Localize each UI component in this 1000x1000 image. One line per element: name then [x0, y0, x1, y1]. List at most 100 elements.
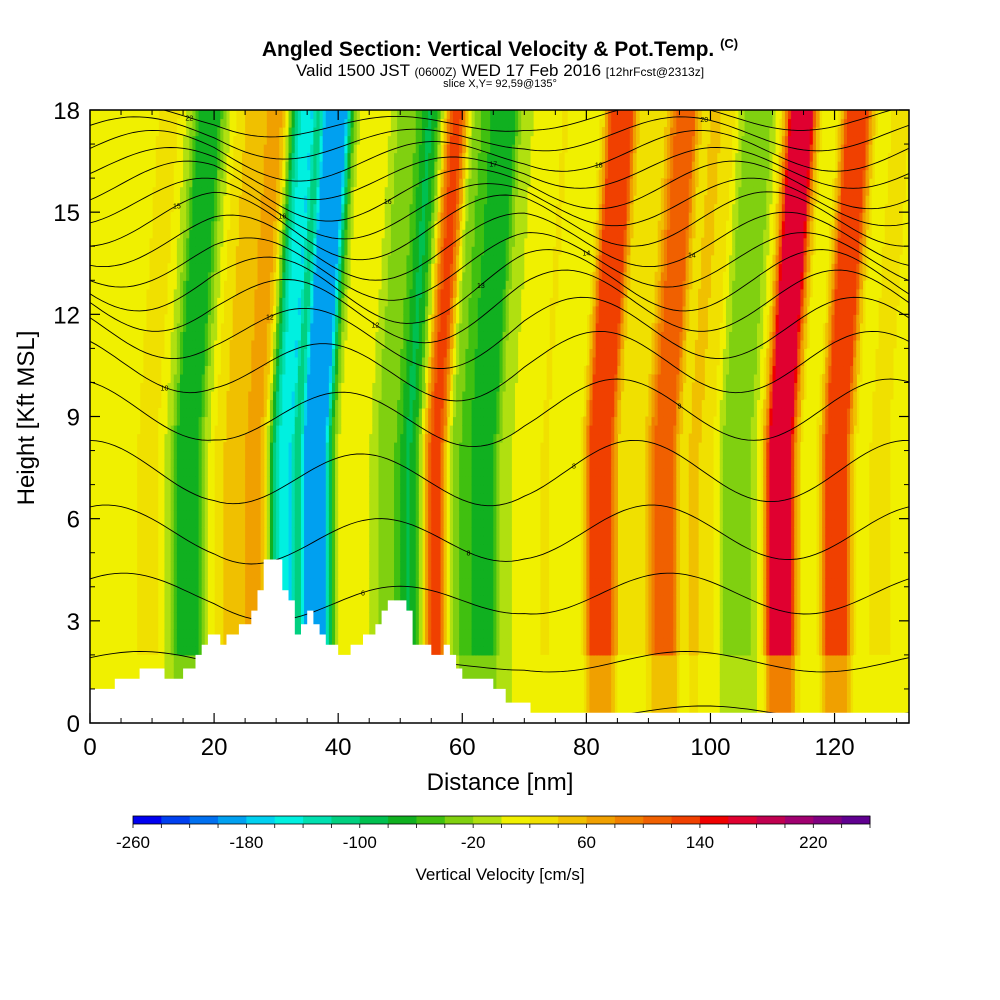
velocity-cell	[248, 331, 252, 341]
velocity-cell	[214, 203, 218, 213]
velocity-cell	[201, 271, 206, 281]
velocity-cell	[257, 246, 262, 256]
velocity-cell	[148, 169, 153, 179]
velocity-cell	[167, 442, 172, 452]
velocity-cell	[198, 322, 203, 332]
velocity-cell	[105, 271, 110, 281]
velocity-cell	[220, 280, 224, 290]
velocity-cell	[145, 178, 150, 188]
velocity-cell	[257, 433, 262, 443]
velocity-cell	[117, 484, 122, 494]
velocity-cell	[257, 476, 262, 486]
velocity-cell	[102, 314, 107, 324]
velocity-cell	[179, 331, 184, 341]
velocity-cell	[201, 135, 206, 145]
velocity-cell	[248, 595, 252, 605]
velocity-cell	[288, 407, 293, 418]
velocity-cell	[127, 646, 131, 656]
velocity-cell	[161, 356, 166, 367]
velocity-cell	[176, 654, 181, 665]
velocity-cell	[105, 416, 110, 426]
velocity-cell	[288, 271, 293, 281]
velocity-cell	[269, 373, 274, 384]
velocity-cell	[111, 135, 116, 145]
velocity-cell	[210, 399, 215, 409]
velocity-cell	[254, 390, 259, 401]
velocity-cell	[130, 263, 135, 273]
velocity-cell	[183, 561, 187, 571]
velocity-cell	[210, 518, 215, 528]
velocity-cell	[291, 263, 296, 273]
velocity-cell	[210, 229, 215, 239]
velocity-cell	[179, 425, 184, 435]
velocity-cell	[251, 586, 256, 596]
velocity-cell	[136, 186, 141, 196]
velocity-cell	[124, 671, 128, 682]
velocity-cell	[266, 254, 271, 264]
velocity-cell	[114, 144, 119, 154]
velocity-cell	[251, 407, 256, 418]
velocity-cell	[176, 382, 181, 392]
velocity-cell	[288, 373, 293, 384]
velocity-cell	[276, 544, 280, 554]
velocity-cell	[90, 382, 94, 392]
velocity-cell	[248, 161, 252, 171]
velocity-cell	[130, 654, 135, 665]
velocity-cell	[105, 356, 110, 367]
velocity-cell	[229, 382, 234, 392]
velocity-cell	[170, 459, 175, 469]
velocity-cell	[232, 390, 237, 401]
velocity-cell	[99, 144, 104, 154]
velocity-cell	[263, 280, 268, 290]
velocity-cell	[251, 595, 256, 605]
velocity-cell	[117, 297, 122, 307]
velocity-cell	[117, 561, 122, 571]
velocity-cell	[124, 178, 128, 188]
velocity-cell	[105, 450, 110, 460]
velocity-cell	[96, 314, 100, 324]
velocity-cell	[207, 127, 212, 137]
velocity-cell	[291, 331, 296, 341]
velocity-cell	[121, 237, 125, 247]
velocity-cell	[192, 561, 197, 571]
velocity-cell	[176, 314, 181, 324]
velocity-cell	[99, 552, 104, 562]
velocity-cell	[90, 186, 94, 196]
velocity-cell	[282, 297, 287, 307]
velocity-cell	[127, 484, 131, 494]
velocity-cell	[96, 654, 100, 665]
velocity-cell	[90, 161, 94, 171]
velocity-cell	[130, 203, 135, 213]
velocity-cell	[210, 254, 215, 264]
velocity-cell	[170, 339, 175, 349]
velocity-cell	[279, 220, 283, 230]
velocity-cell	[117, 425, 122, 435]
velocity-cell	[93, 212, 97, 222]
velocity-cell	[269, 169, 274, 179]
velocity-cell	[102, 254, 107, 264]
velocity-cell	[251, 433, 256, 443]
velocity-cell	[192, 271, 197, 281]
velocity-cell	[133, 637, 138, 647]
velocity-cell	[291, 203, 296, 213]
velocity-cell	[276, 382, 280, 392]
velocity-cell	[117, 348, 122, 358]
velocity-cell	[220, 152, 224, 162]
velocity-cell	[148, 110, 153, 120]
velocity-cell	[127, 586, 131, 596]
velocity-cell	[201, 263, 206, 273]
velocity-cell	[167, 433, 172, 443]
velocity-cell	[148, 127, 153, 137]
velocity-cell	[279, 288, 283, 298]
velocity-cell	[198, 399, 203, 409]
velocity-cell	[238, 407, 243, 418]
velocity-cell	[214, 356, 218, 367]
velocity-cell	[291, 518, 296, 528]
velocity-cell	[102, 178, 107, 188]
velocity-cell	[176, 493, 181, 503]
velocity-cell	[117, 169, 122, 179]
velocity-cell	[111, 493, 116, 503]
velocity-cell	[198, 382, 203, 392]
velocity-cell	[105, 280, 110, 290]
velocity-cell	[254, 144, 259, 154]
